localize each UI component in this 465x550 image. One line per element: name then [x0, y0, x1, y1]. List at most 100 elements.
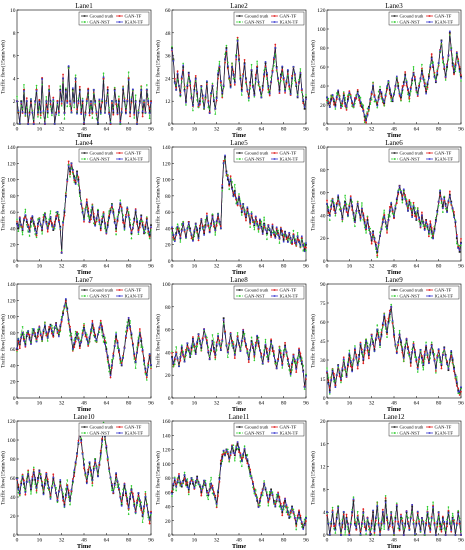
- point-igantf: [280, 75, 282, 77]
- point-gantf: [115, 103, 118, 106]
- point-gantf: [303, 246, 306, 249]
- point-gannst: [192, 109, 194, 112]
- point-gantf: [354, 521, 356, 523]
- point-gannst: [48, 89, 50, 91]
- point-gannst: [428, 233, 430, 235]
- point-truth: [330, 522, 333, 525]
- point-gannst: [330, 200, 332, 202]
- point-igantf: [439, 356, 441, 359]
- point-igantf: [282, 505, 285, 508]
- point-truth: [171, 356, 173, 358]
- point-gannst: [295, 244, 298, 246]
- point-gantf: [106, 86, 109, 88]
- point-gantf: [429, 67, 432, 70]
- point-igantf: [356, 364, 359, 366]
- point-gannst: [358, 96, 360, 99]
- legend-marker: [393, 21, 396, 23]
- point-igantf: [16, 477, 18, 480]
- point-gantf: [281, 230, 284, 232]
- point-gannst: [423, 224, 426, 226]
- point-gantf: [210, 94, 212, 97]
- point-truth: [123, 100, 126, 103]
- point-igantf: [330, 99, 332, 102]
- point-gannst: [37, 481, 39, 484]
- point-gantf: [219, 81, 222, 84]
- point-truth: [425, 90, 428, 93]
- y-tick-label: 40: [10, 363, 16, 369]
- point-gannst: [172, 365, 175, 368]
- point-gantf: [69, 103, 71, 105]
- point-gantf: [285, 82, 288, 85]
- point-gantf: [134, 208, 137, 210]
- point-gannst: [236, 200, 239, 203]
- point-gantf: [175, 483, 178, 486]
- point-igantf: [193, 486, 196, 489]
- point-gannst: [249, 475, 251, 477]
- point-gantf: [144, 492, 147, 495]
- point-gantf: [46, 478, 49, 481]
- point-gannst: [39, 331, 42, 334]
- point-igantf: [433, 229, 436, 232]
- point-gantf: [106, 459, 109, 462]
- point-igantf: [370, 91, 373, 93]
- point-igantf: [376, 104, 379, 107]
- point-gannst: [330, 94, 332, 97]
- point-truth: [23, 482, 25, 485]
- point-igantf: [347, 100, 349, 102]
- point-gannst: [347, 94, 349, 96]
- point-gantf: [57, 110, 60, 113]
- point-igantf: [292, 511, 295, 513]
- point-igantf: [192, 240, 194, 242]
- point-igantf: [409, 206, 412, 208]
- point-gantf: [70, 490, 73, 492]
- point-truth: [63, 211, 66, 214]
- point-igantf: [210, 91, 212, 94]
- point-gantf: [356, 367, 359, 370]
- point-truth: [291, 505, 293, 508]
- point-gannst: [111, 359, 113, 361]
- point-gantf: [229, 454, 232, 457]
- point-gannst: [183, 471, 186, 474]
- point-igantf: [91, 205, 94, 208]
- point-gannst: [108, 470, 110, 472]
- point-gannst: [327, 97, 330, 100]
- x-tick-label: 32: [214, 401, 220, 407]
- point-truth: [429, 351, 432, 354]
- point-igantf: [143, 99, 145, 102]
- point-igantf: [443, 198, 446, 200]
- point-gannst: [254, 489, 257, 491]
- point-igantf: [289, 93, 292, 95]
- point-igantf: [146, 374, 148, 376]
- chart-title: Lane5: [230, 139, 248, 147]
- x-tick-label: 0: [326, 401, 329, 407]
- point-gantf: [331, 509, 334, 512]
- point-gantf: [38, 98, 41, 101]
- point-igantf: [77, 441, 80, 444]
- y-tick-label: 140: [7, 145, 16, 151]
- point-gannst: [17, 230, 20, 233]
- point-gannst: [55, 486, 57, 489]
- point-igantf: [206, 80, 208, 82]
- point-igantf: [404, 75, 406, 78]
- point-truth: [17, 486, 20, 489]
- point-gantf: [430, 53, 433, 55]
- point-gannst: [98, 101, 101, 103]
- point-gantf: [173, 481, 176, 484]
- point-igantf: [101, 440, 103, 442]
- point-gantf: [178, 472, 180, 475]
- point-igantf: [222, 84, 225, 87]
- point-gantf: [247, 361, 250, 364]
- legend-marker: [393, 152, 396, 154]
- point-truth: [74, 336, 77, 339]
- point-gantf: [397, 193, 400, 196]
- point-truth: [217, 73, 219, 76]
- point-igantf: [72, 87, 74, 90]
- point-igantf: [352, 213, 355, 216]
- point-gannst: [208, 483, 211, 485]
- point-gantf: [289, 370, 292, 373]
- point-igantf: [123, 483, 126, 485]
- point-igantf: [185, 351, 187, 354]
- point-gannst: [215, 221, 218, 224]
- point-gantf: [130, 337, 133, 339]
